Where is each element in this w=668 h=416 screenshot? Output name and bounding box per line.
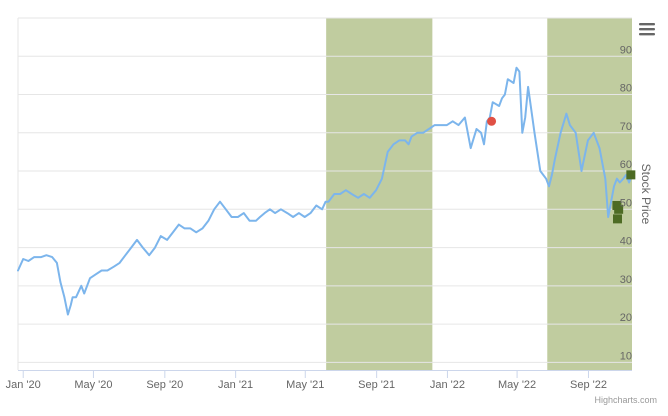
credits-link[interactable]: Highcharts.com bbox=[594, 395, 657, 405]
event-marker-1 bbox=[487, 116, 497, 126]
x-tick-label: Jan '21 bbox=[218, 379, 253, 391]
x-tick-label: May '22 bbox=[498, 379, 536, 391]
y-tick-label: 60 bbox=[620, 159, 632, 171]
event-markers bbox=[487, 116, 636, 224]
shaded-bands bbox=[326, 18, 632, 370]
shaded-band-1 bbox=[326, 18, 433, 370]
y-axis: 10 20 30 40 50 60 70 80 90 bbox=[620, 44, 632, 362]
y-tick-label: 80 bbox=[620, 83, 632, 95]
shaded-band-2 bbox=[547, 18, 632, 370]
y-tick-label: 40 bbox=[620, 236, 632, 248]
gridlines bbox=[17, 17, 632, 371]
x-tick-label: Jan '22 bbox=[430, 379, 465, 391]
y-tick-label: 10 bbox=[620, 350, 632, 362]
event-marker-5 bbox=[626, 170, 636, 180]
x-tick-label: May '21 bbox=[286, 379, 324, 391]
event-marker-4 bbox=[612, 214, 622, 224]
x-tick-label: May '20 bbox=[74, 379, 112, 391]
x-axis: Jan '20 May '20 Sep '20 Jan '21 May '21 Sep '… bbox=[6, 370, 607, 391]
y-tick-label: 30 bbox=[620, 274, 632, 286]
x-tick-label: Sep '22 bbox=[570, 379, 607, 391]
x-tick-label: Jan '20 bbox=[6, 379, 41, 391]
y-tick-label: 50 bbox=[620, 197, 632, 209]
hamburger-menu-icon[interactable] bbox=[636, 20, 658, 38]
event-marker-3 bbox=[614, 204, 624, 214]
y-tick-label: 70 bbox=[620, 121, 632, 133]
x-tick-label: Sep '20 bbox=[146, 379, 183, 391]
y-tick-label: 20 bbox=[620, 312, 632, 324]
price-series bbox=[17, 66, 633, 316]
y-tick-label: 90 bbox=[620, 44, 632, 56]
price-line-1 bbox=[17, 66, 633, 316]
x-tick-label: Sep '21 bbox=[358, 379, 395, 391]
y-axis-title: Stock Price bbox=[639, 164, 653, 225]
